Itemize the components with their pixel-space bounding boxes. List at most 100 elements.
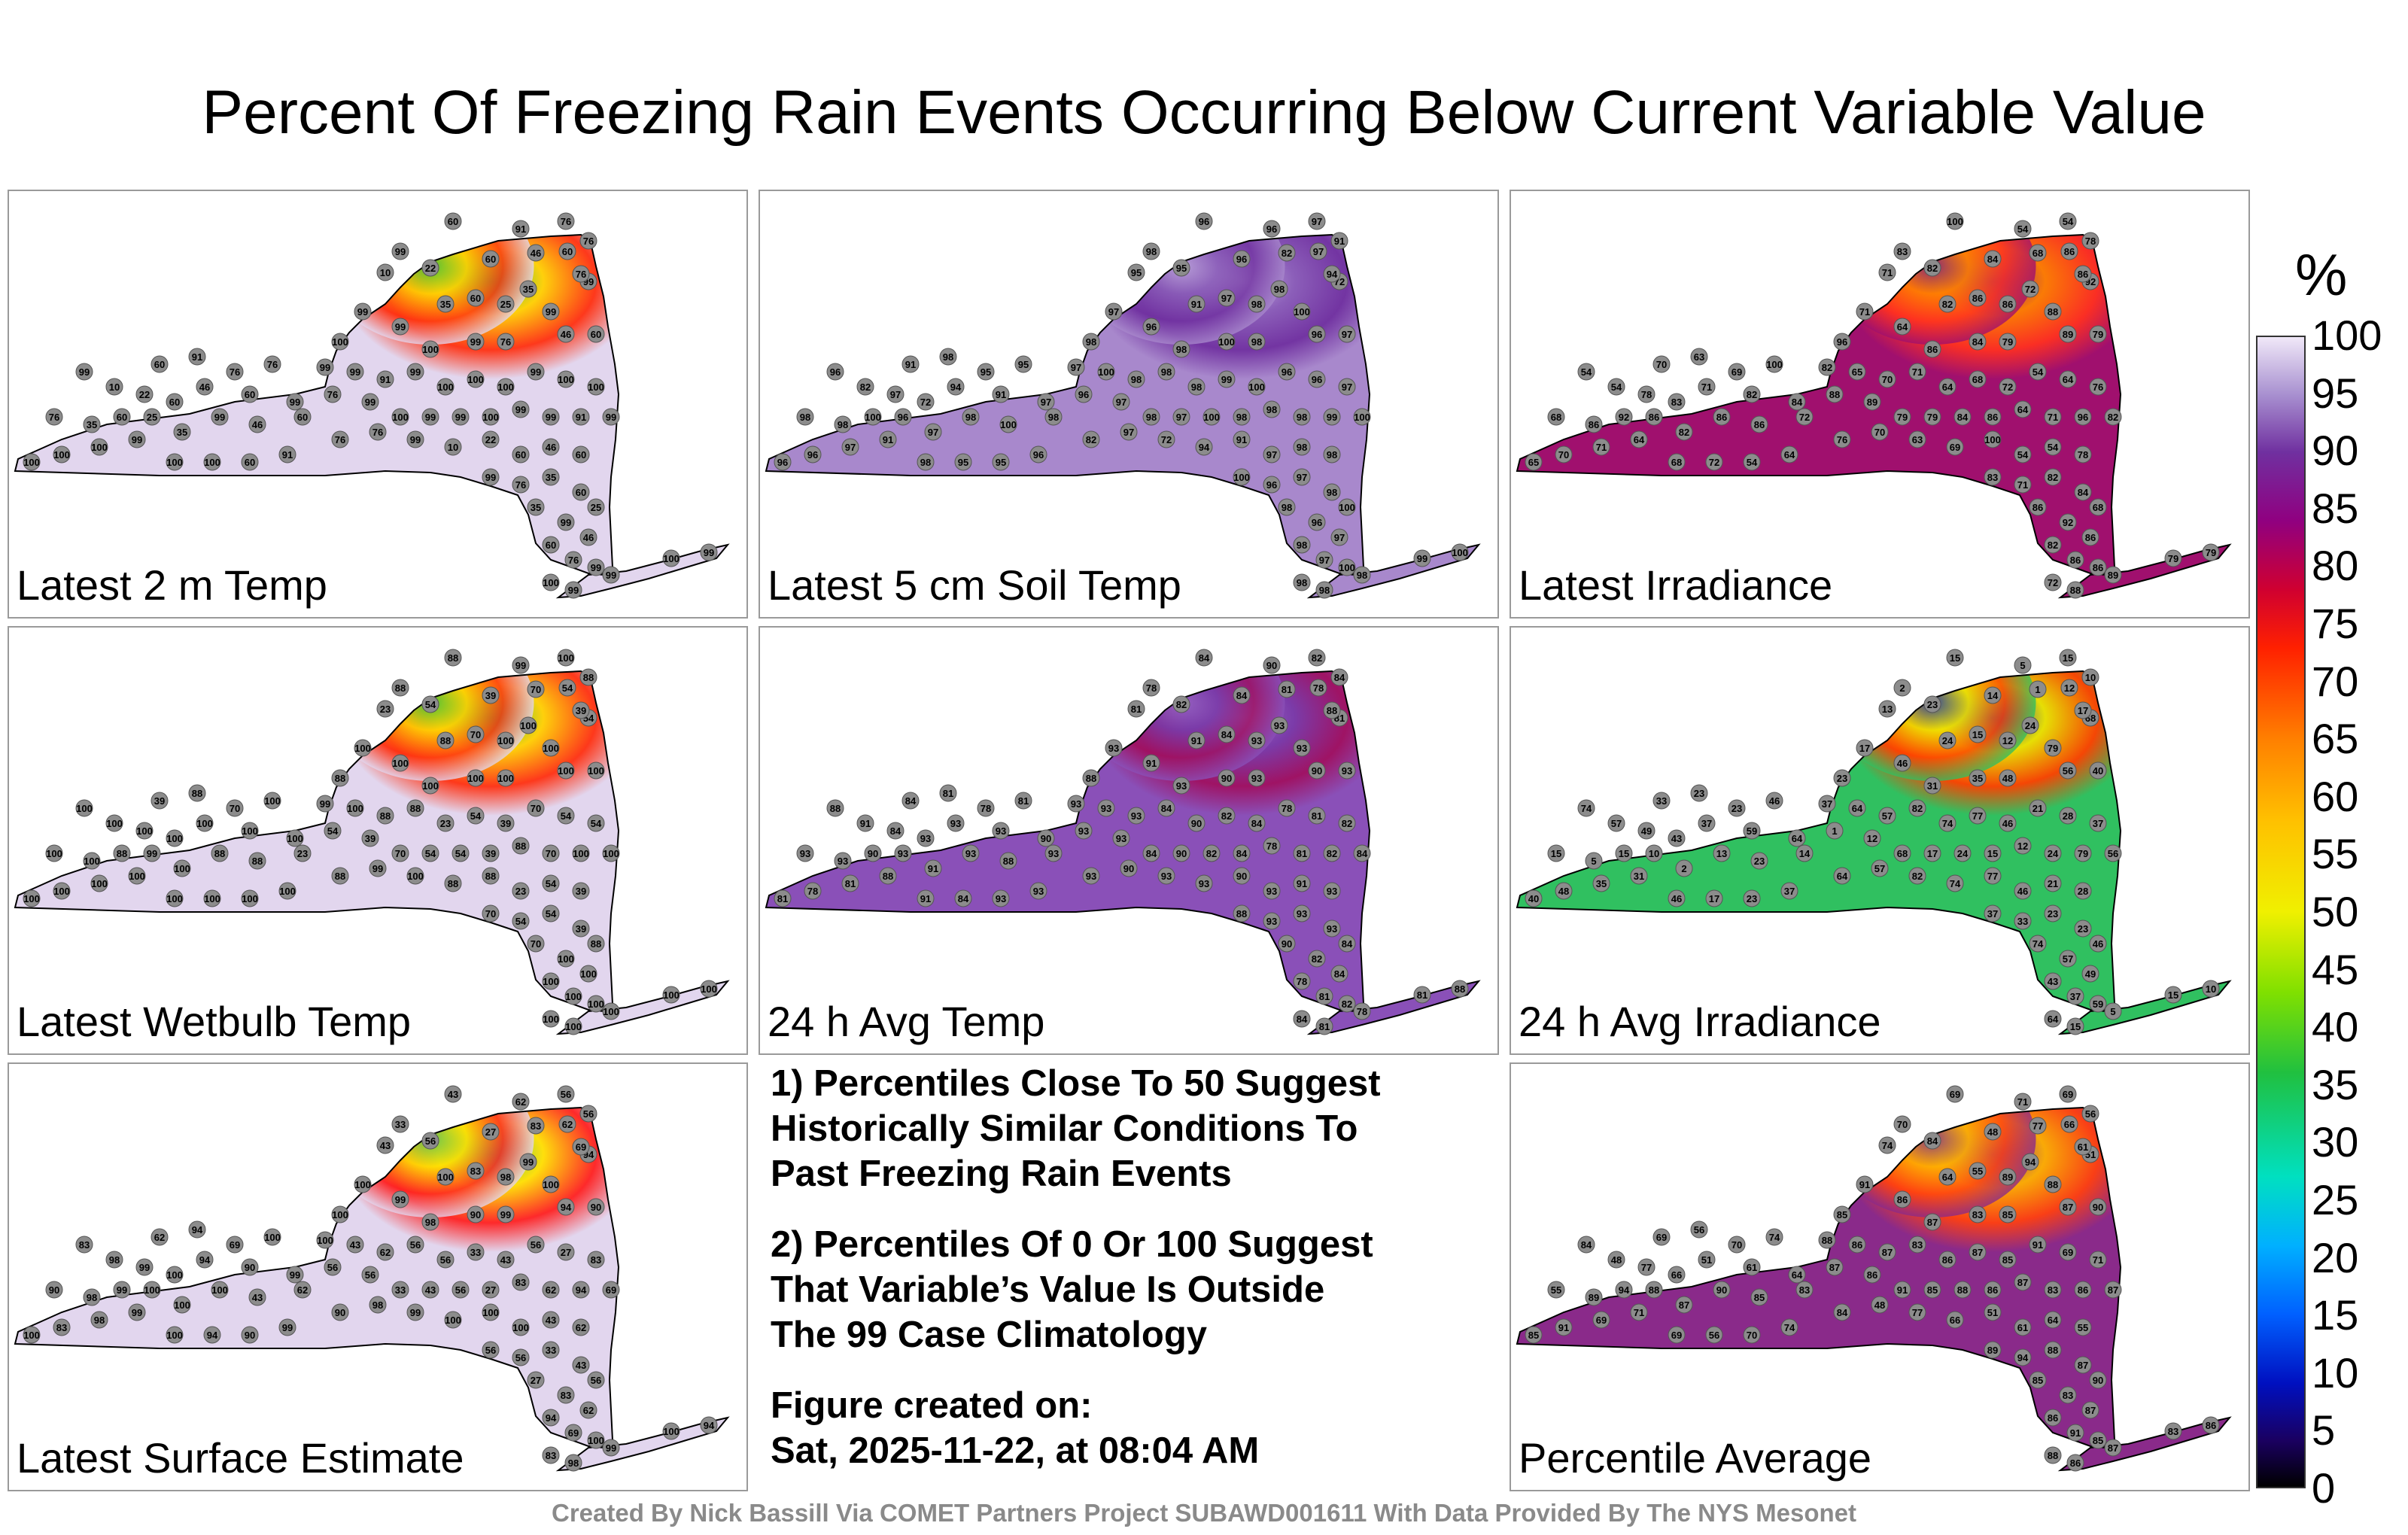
station-marker (1999, 814, 2017, 832)
station-marker (894, 844, 912, 862)
station-value: 88 (252, 856, 263, 867)
station-value: 83 (56, 1322, 67, 1333)
station-value: 23 (1927, 699, 1938, 710)
station-value: 90 (1221, 773, 1232, 784)
station-marker (1323, 483, 1341, 501)
station-value: 94 (561, 1202, 572, 1213)
station-marker (2014, 837, 2032, 855)
station-value: 99 (410, 434, 421, 445)
station-value: 100 (392, 758, 409, 769)
station-marker (1871, 859, 1889, 877)
station-marker (1984, 867, 2002, 885)
station-value: 91 (920, 893, 931, 904)
station-value: 88 (380, 810, 391, 822)
station-marker (1120, 859, 1138, 877)
station-marker (1969, 1243, 1987, 1261)
ny-mainland-outline (14, 1106, 620, 1449)
station-value: 100 (543, 976, 559, 987)
station-value: 89 (1987, 1345, 1998, 1356)
station-marker (1856, 1175, 1874, 1193)
station-value: 100 (354, 1179, 371, 1190)
station-marker (1323, 919, 1341, 938)
station-marker (1195, 649, 1213, 667)
station-marker (1097, 363, 1115, 381)
station-value: 22 (485, 434, 496, 445)
station-value: 99 (561, 517, 571, 528)
station-marker (2014, 882, 2032, 900)
colorbar-tick-label: 75 (2312, 600, 2359, 647)
station-marker (1788, 1266, 1806, 1284)
station-value: 86 (2002, 299, 2013, 310)
station-value: 56 (365, 1269, 375, 1281)
station-marker (263, 355, 281, 373)
station-value: 81 (1131, 704, 1142, 715)
station-value: 100 (407, 871, 424, 882)
station-value: 95 (1176, 263, 1187, 274)
station-marker (1097, 799, 1115, 817)
station-marker (1969, 370, 1987, 388)
station-value: 68 (1671, 457, 1682, 468)
station-marker (286, 829, 304, 847)
station-value: 82 (1912, 803, 1923, 814)
station-marker (2104, 1281, 2122, 1299)
station-marker (482, 408, 500, 426)
station-marker (1999, 333, 2017, 351)
station-marker (1848, 363, 1866, 381)
station-marker (602, 1002, 620, 1020)
station-marker (917, 829, 935, 847)
station-value: 88 (2048, 306, 2058, 318)
station-value: 92 (2063, 517, 2073, 528)
station-marker (587, 325, 605, 343)
station-value: 99 (455, 412, 466, 423)
station-value: 79 (1927, 412, 1938, 423)
station-marker (316, 358, 334, 376)
station-marker (1833, 430, 1851, 448)
station-value: 54 (425, 848, 436, 859)
station-marker (1637, 385, 1655, 403)
station-value: 100 (332, 1209, 348, 1220)
station-value: 99 (365, 397, 375, 408)
station-marker (173, 1296, 191, 1314)
station-value: 56 (1709, 1330, 1719, 1341)
station-marker (226, 1236, 244, 1254)
station-value: 98 (500, 1172, 511, 1183)
station-value: 43 (425, 1284, 436, 1296)
station-value: 55 (1551, 1284, 1561, 1296)
station-value: 90 (1176, 848, 1187, 859)
station-value: 87 (1972, 1247, 1983, 1258)
station-value: 88 (1086, 773, 1096, 784)
station-value: 94 (1327, 269, 1338, 280)
station-value: 86 (1987, 412, 1998, 423)
station-value: 88 (583, 672, 594, 683)
station-value: 46 (1671, 893, 1682, 904)
station-value: 100 (603, 848, 619, 859)
station-value: 85 (2033, 1375, 2043, 1386)
panel-label: Latest Irradiance (1519, 561, 1833, 609)
station-marker (602, 566, 620, 584)
station-marker (482, 468, 500, 486)
station-value: 12 (2017, 840, 2028, 852)
station-value: 84 (1236, 690, 1248, 701)
station-marker (497, 378, 515, 396)
station-marker (497, 295, 515, 313)
station-value: 69 (1950, 442, 1960, 453)
station-value: 93 (1266, 886, 1277, 897)
station-value: 99 (320, 798, 330, 810)
station-value: 82 (1282, 248, 1292, 259)
station-marker (331, 1205, 349, 1223)
station-value: 90 (1041, 833, 1051, 844)
station-marker (497, 1205, 515, 1223)
station-marker (1969, 807, 1987, 825)
station-marker (196, 378, 214, 396)
station-marker (587, 378, 605, 396)
station-marker (1323, 701, 1341, 719)
station-value: 23 (1754, 856, 1765, 867)
station-value: 60 (448, 216, 458, 227)
station-value: 12 (1867, 833, 1877, 844)
station-marker (2029, 244, 2047, 262)
station-value: 98 (1191, 381, 1202, 393)
station-marker (2014, 1093, 2032, 1111)
station-marker (482, 430, 500, 448)
station-value: 97 (1123, 427, 1134, 438)
station-marker (527, 799, 545, 817)
